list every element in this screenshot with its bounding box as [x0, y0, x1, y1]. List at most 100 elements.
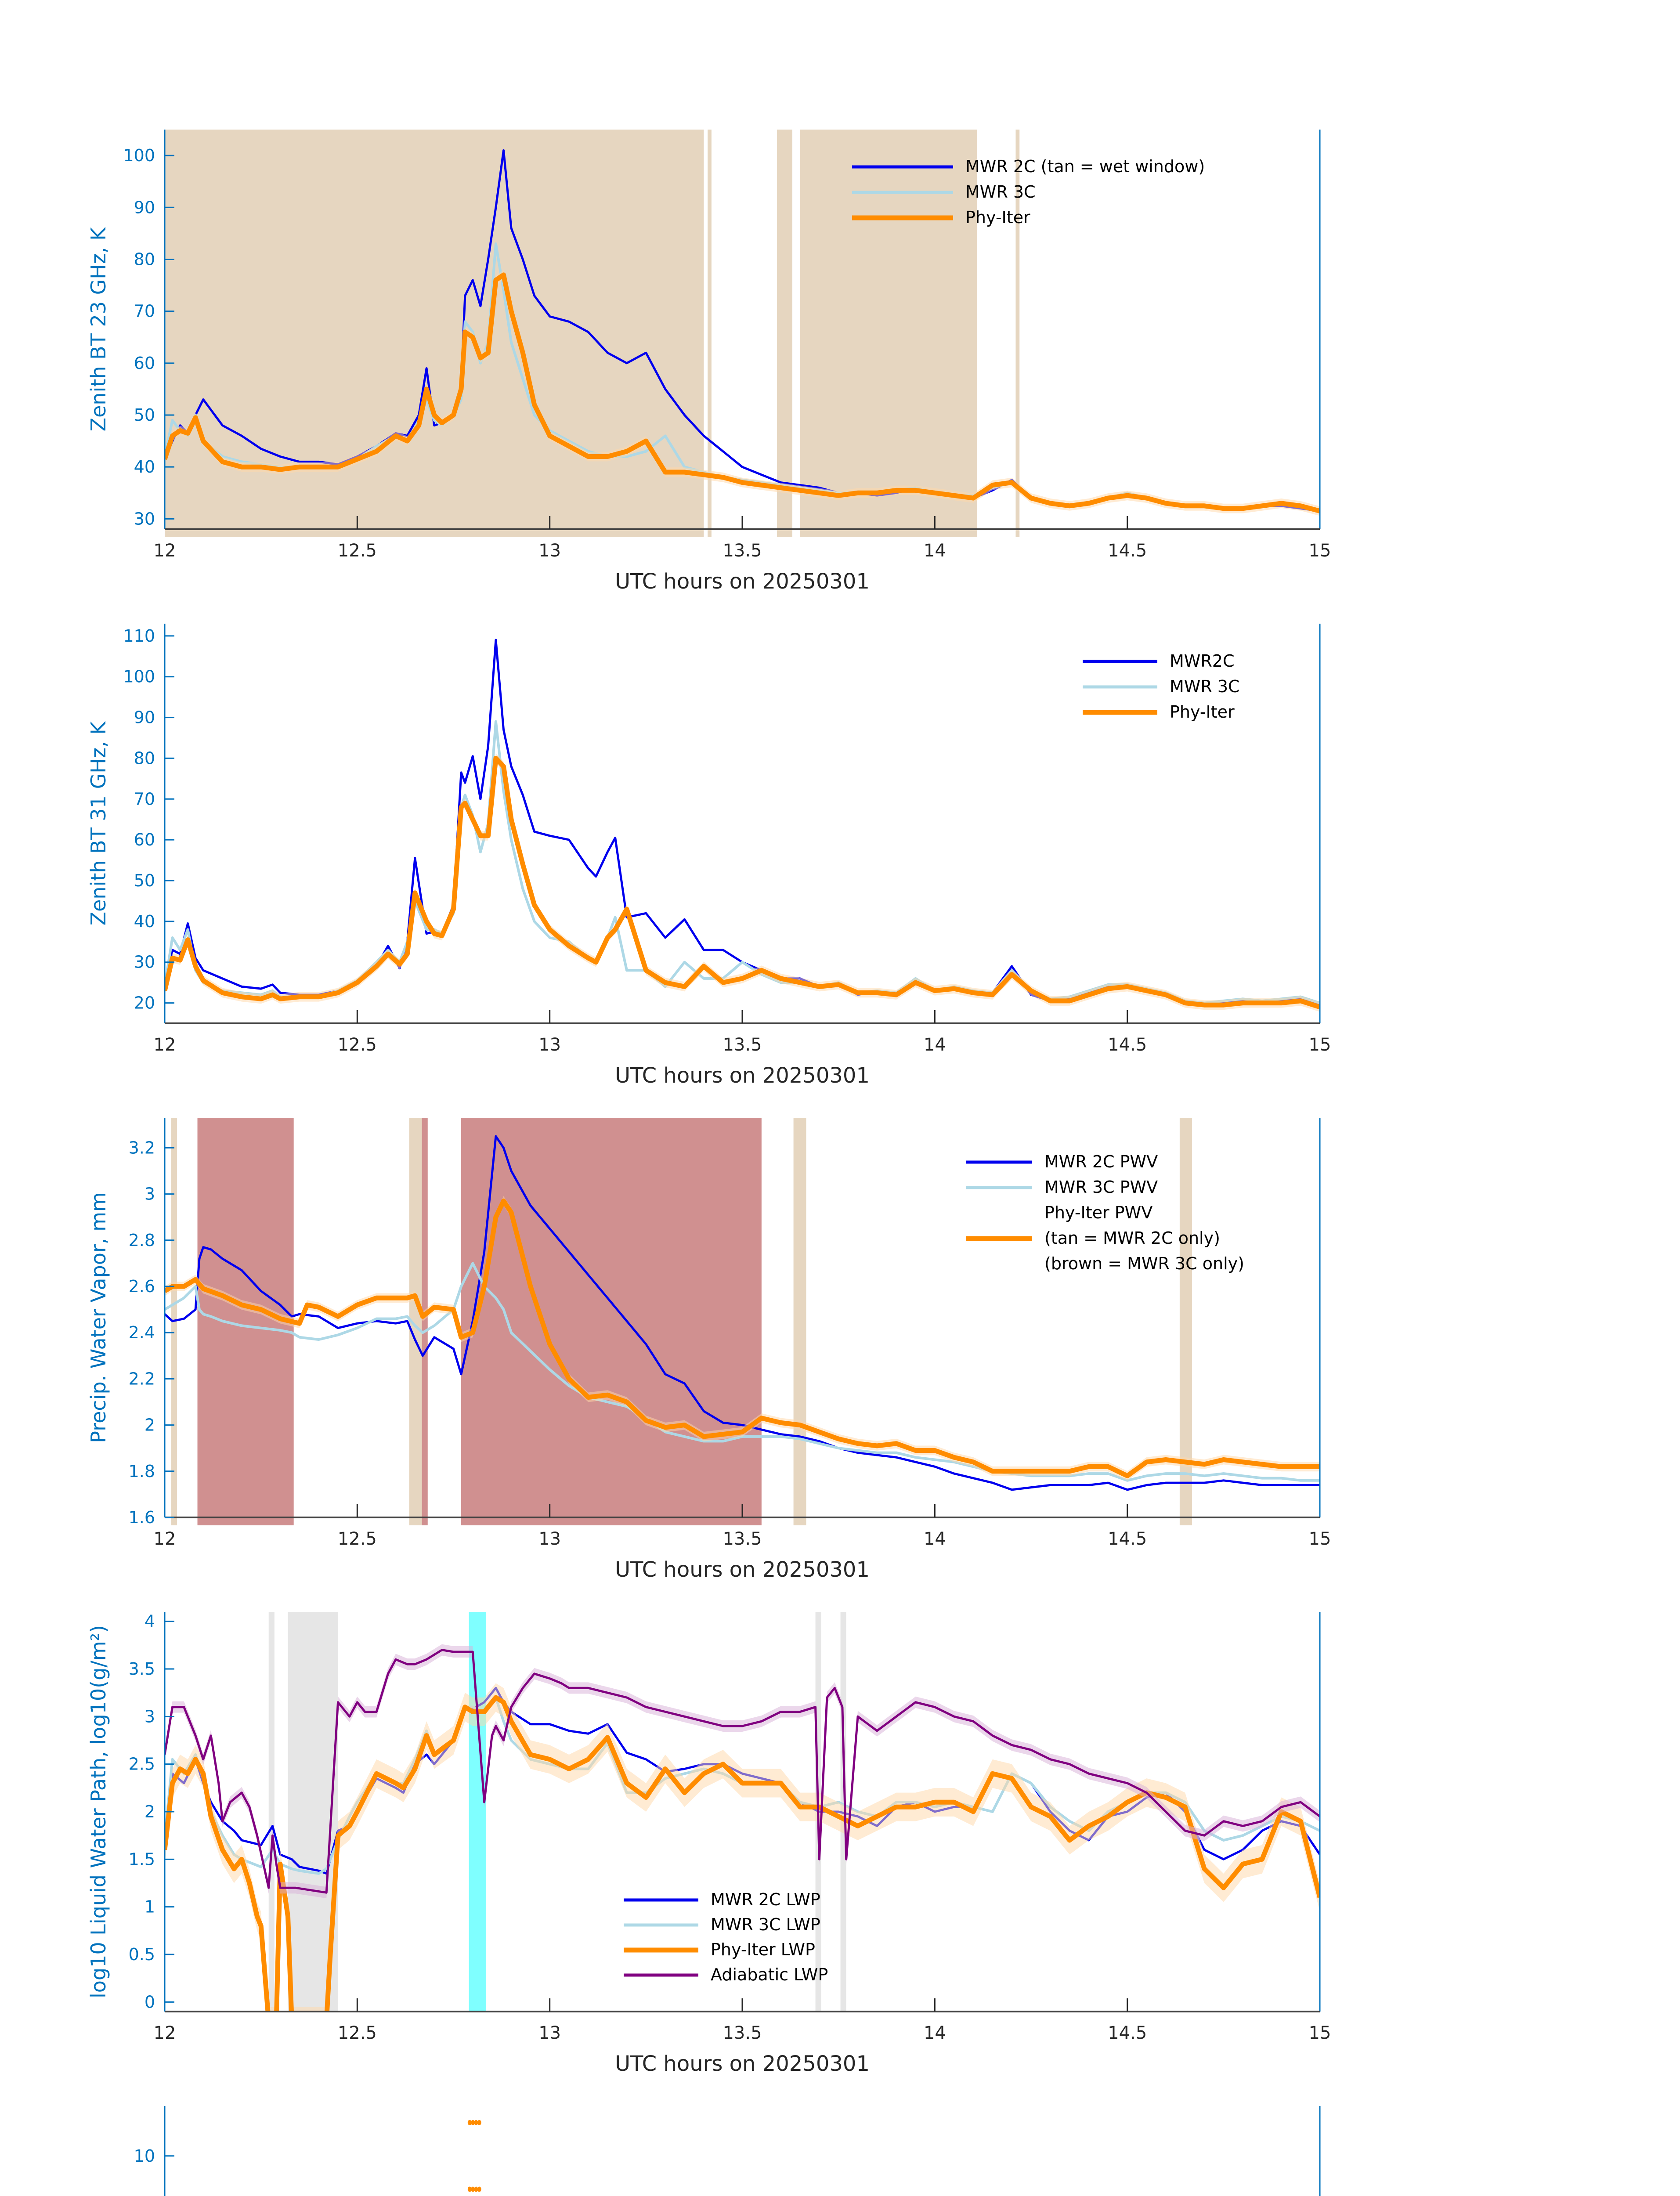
- x-tick-label: 13: [538, 541, 561, 561]
- y-tick-label: 10: [134, 2146, 155, 2166]
- plot-area: [165, 639, 1320, 1012]
- y-tick-label: 3.2: [129, 1138, 155, 1157]
- legend-label: Phy-Iter LWP: [711, 1940, 815, 1959]
- y-tick-label: 60: [134, 830, 155, 849]
- legend: MWR 2C (tan = wet window) MWR 3C Phy-Iter: [852, 157, 1205, 227]
- legend: MWR 2C LWP MWR 3C LWP Phy-Iter LWP Adiabati…: [624, 1890, 828, 1984]
- series-line-phy-iter-pwv: [165, 1198, 1320, 1478]
- shaded-region: [422, 1118, 428, 1525]
- legend: MWR2C MWR 3C Phy-Iter: [1083, 651, 1240, 722]
- y-tick-label: 2: [145, 1416, 155, 1435]
- y-tick-label: 3.5: [129, 1659, 155, 1679]
- scatter-point: [471, 2120, 475, 2125]
- legend-label: Phy-Iter: [965, 208, 1030, 227]
- legend-label: Phy-Iter: [1170, 702, 1235, 722]
- y-tick-label: 70: [134, 789, 155, 809]
- y-tick-label: 2.2: [129, 1369, 155, 1388]
- y-tick-label: 100: [123, 146, 155, 165]
- legend: MWR 2C PWV MWR 3C PWV Phy-Iter PWV (tan = M…: [966, 1152, 1244, 1273]
- y-tick-label: 2.5: [129, 1755, 155, 1774]
- y-tick-label: 70: [134, 302, 155, 321]
- y-tick-label: 2.8: [129, 1231, 155, 1250]
- y-tick-label: 2.4: [129, 1323, 155, 1342]
- x-tick-label: 14.5: [1108, 541, 1147, 561]
- y-tick-label: 40: [134, 912, 155, 931]
- series-line-mwr-3c: [165, 720, 1320, 1004]
- x-tick-label: 12.5: [338, 541, 377, 561]
- legend-label: MWR2C: [1170, 651, 1234, 671]
- shaded-region: [268, 1612, 275, 2012]
- y-tick-label: 90: [134, 708, 155, 727]
- y-tick-label: 0: [145, 1992, 155, 2012]
- shaded-region: [469, 1612, 487, 2012]
- legend-label: Phy-Iter PWV: [1044, 1203, 1153, 1222]
- y-axis-label: MWR Phy Iter DQ Flag: [87, 2195, 110, 2196]
- uncertainty-band: [165, 753, 1320, 1012]
- panel-bt31: 20 30 40 50 60 70 80 90 100 110 12 12.5 13 13.5 14 14.5…: [87, 624, 1331, 1088]
- x-tick-label: 13.5: [723, 541, 762, 561]
- x-tick-label: 14.5: [1108, 2023, 1147, 2043]
- y-tick-label: 60: [134, 354, 155, 373]
- y-axis-label: Precip. Water Vapor, mm: [87, 1192, 110, 1443]
- x-tick-label: 14: [924, 541, 946, 561]
- y-tick-label: 30: [134, 953, 155, 972]
- x-axis-label: UTC hours on 20250301: [615, 2052, 870, 2076]
- series-line-mwr-2c-pwv: [165, 1135, 1320, 1491]
- plot-area: [165, 1644, 1320, 2012]
- legend-label: (tan = MWR 2C only): [1044, 1228, 1220, 1248]
- series-line-phy-iter-lwp: [165, 1695, 1320, 2012]
- x-axis-label: UTC hours on 20250301: [615, 1063, 870, 1088]
- legend-label: MWR 3C PWV: [1044, 1177, 1158, 1197]
- x-tick-label: 14.5: [1108, 1529, 1147, 1549]
- y-tick-label: 2.6: [129, 1277, 155, 1296]
- y-axis-label: Zenith BT 23 GHz, K: [87, 227, 110, 432]
- y-tick-label: 110: [123, 626, 155, 646]
- shaded-region: [708, 130, 712, 537]
- scatter-point: [477, 2120, 481, 2125]
- y-tick-label: 3: [145, 1185, 155, 1204]
- series-line-phy-iter: [165, 755, 1320, 1010]
- y-axis-label: log10 Liquid Water Path, log10(g/m²): [87, 1625, 110, 1998]
- panel-lwp: 0 0.5 1 1.5 2 2.5 3 3.5 4 12 12.5 13 13.5 14 14.5 15 UTC…: [87, 1612, 1331, 2076]
- series-line-phy-iter: [165, 272, 1320, 513]
- scatter-point: [471, 2186, 475, 2192]
- x-tick-label: 15: [1309, 2023, 1331, 2043]
- x-tick-label: 14: [924, 2023, 946, 2043]
- y-tick-label: 1.5: [129, 1849, 155, 1869]
- legend-label: MWR 3C LWP: [711, 1915, 820, 1934]
- x-tick-label: 12: [154, 2023, 176, 2043]
- shaded-region: [1015, 130, 1020, 537]
- x-tick-label: 14: [924, 1035, 946, 1055]
- x-tick-label: 12.5: [338, 1529, 377, 1549]
- y-tick-label: 1: [145, 1897, 155, 1917]
- panel-pwv: 1.6 1.8 2 2.2 2.4 2.6 2.8 3 3.2 12 12.5 13 13.5 14 14.…: [87, 1118, 1331, 1582]
- plot-area: [165, 1135, 1320, 1491]
- series-line-adiabatic-lwp: [165, 1649, 1320, 1894]
- plot-area: [467, 2120, 481, 2192]
- scatter-point: [474, 2120, 478, 2125]
- x-tick-label: 15: [1309, 541, 1331, 561]
- x-tick-label: 14: [924, 1529, 946, 1549]
- x-tick-label: 14.5: [1108, 1035, 1147, 1055]
- y-tick-label: 40: [134, 457, 155, 477]
- x-tick-label: 13: [538, 1035, 561, 1055]
- y-tick-label: 20: [134, 993, 155, 1013]
- y-tick-label: 50: [134, 405, 155, 425]
- legend-label: MWR 3C: [1170, 677, 1240, 696]
- x-axis-label: UTC hours on 20250301: [615, 569, 870, 594]
- y-tick-label: 1.8: [129, 1462, 155, 1481]
- x-tick-label: 15: [1309, 1529, 1331, 1549]
- y-tick-label: 2: [145, 1802, 155, 1821]
- x-tick-label: 12.5: [338, 1035, 377, 1055]
- x-tick-label: 12: [154, 1529, 176, 1549]
- x-axis-label: UTC hours on 20250301: [615, 1557, 870, 1582]
- y-tick-label: 100: [123, 667, 155, 686]
- x-tick-label: 13: [538, 1529, 561, 1549]
- x-tick-label: 13.5: [723, 1035, 762, 1055]
- shaded-region: [165, 130, 704, 537]
- legend-label: MWR 2C PWV: [1044, 1152, 1158, 1171]
- x-tick-label: 12: [154, 541, 176, 561]
- y-axis-label: Zenith BT 31 GHz, K: [87, 721, 110, 926]
- y-tick-label: 0.5: [129, 1945, 155, 1964]
